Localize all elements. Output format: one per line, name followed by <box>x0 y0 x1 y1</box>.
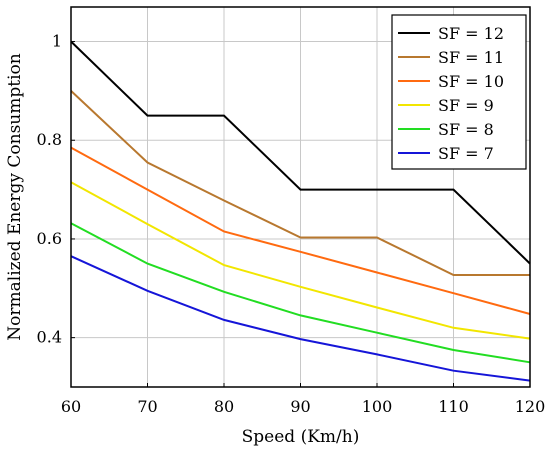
legend-box <box>391 14 527 170</box>
series-line <box>70 40 531 265</box>
series-line <box>70 90 530 276</box>
y-tick-label: 1 <box>52 32 62 51</box>
x-tick-label: 100 <box>362 397 393 416</box>
x-tick-label: 70 <box>137 397 157 416</box>
series-line <box>70 181 531 340</box>
x-tick-label: 110 <box>438 397 469 416</box>
series-line <box>70 222 531 364</box>
y-tick-label: 0.8 <box>37 130 62 149</box>
legend-label: SF = 10 <box>438 72 504 91</box>
x-tick-label: 80 <box>214 397 234 416</box>
x-tick-label: 90 <box>290 397 310 416</box>
y-tick-label: 0.4 <box>37 328 62 347</box>
y-axis-label: Normalized Energy Consumption <box>5 53 25 340</box>
legend-label: SF = 11 <box>438 48 504 67</box>
legend: SF = 12 SF = 11 SF = 10 SF = 9 SF = 8 SF = 7 <box>391 14 527 170</box>
series-line <box>70 146 531 315</box>
legend-label: SF = 12 <box>438 24 504 43</box>
tick-labels: 60 70 80 90 100 110 120 0.4 0.6 0.8 1 <box>37 32 546 416</box>
y-tick-label: 0.6 <box>37 229 62 248</box>
series-line <box>70 255 531 382</box>
legend-label: SF = 9 <box>438 96 494 115</box>
legend-label: SF = 7 <box>438 144 494 163</box>
plot-frame <box>70 6 531 388</box>
legend-label: SF = 8 <box>438 120 494 139</box>
series-lines <box>70 40 531 382</box>
x-tick-label: 60 <box>61 397 81 416</box>
x-axis-label: Speed (Km/h) <box>242 427 360 447</box>
x-tick-label: 120 <box>515 397 546 416</box>
